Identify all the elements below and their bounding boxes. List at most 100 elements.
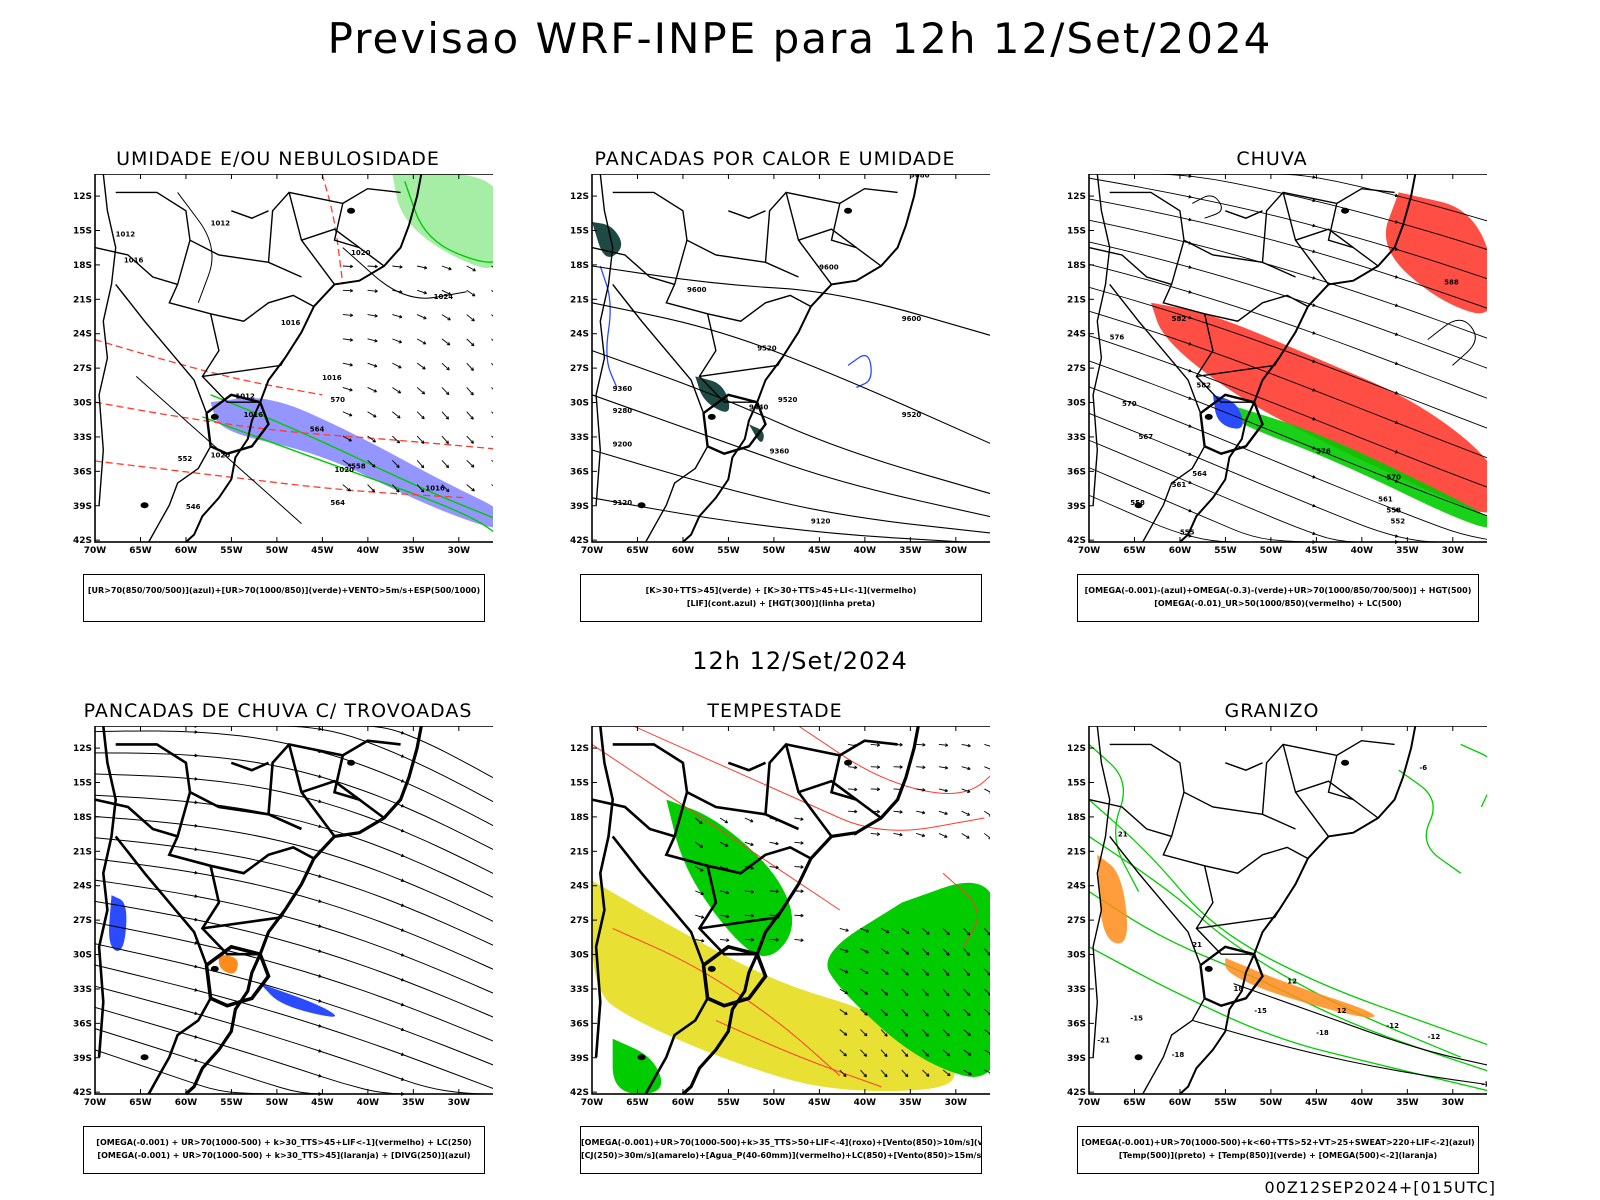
wind-vector [491,484,493,487]
lake-mark [637,1054,646,1061]
streamline [94,1049,493,1095]
state-border [230,761,270,772]
axes: 70W 65W 60W 55W 50W 45W 40W 35W 30W 12S 15S 18S 21S 2… [73,174,471,556]
coastline [682,174,920,543]
legend-line: [OMEGA(-0.01)_UR>50(1000/850)(vermelho) … [1154,599,1402,608]
streamline [1088,335,1487,488]
wind-vector-head [421,415,425,420]
lon-tick-label: 40W [854,1098,877,1108]
contour-line [715,1019,882,1088]
lat-tick-label: 21S [73,295,92,305]
contour-line [1192,195,1222,219]
wind-vector [392,362,402,369]
contour-label: 582 [1196,381,1211,389]
lat-tick-label: 27S [570,364,589,374]
wind-vector [901,968,909,976]
contour-line [94,401,493,450]
wind-vector [416,484,425,493]
wind-vector-head [921,833,926,838]
wind-vector [942,928,950,936]
lon-tick-label: 60W [672,546,695,556]
wind-vector [466,314,475,322]
contour-label: 1012 [211,220,231,228]
wind-vector [938,788,948,792]
streamline-arrow [194,1058,199,1063]
contour-line [135,376,302,524]
wind-vector [963,1029,971,1036]
legend-line: [UR>70(850/700/500)](azul)+[UR>70(1000/8… [87,586,481,595]
state-border [301,779,361,801]
lon-tick-label: 55W [1214,546,1237,556]
contour-labels: -21 -18 -15 -12 -15 -12 -18 -15 12 12 18 21 21 -6 [1097,764,1487,1088]
contour-label: -12 [1428,1033,1441,1041]
streamline-arrow [318,974,323,978]
wind-vector-head [349,338,353,342]
wind-vector [491,338,493,342]
wind-vector [342,265,353,267]
wind-vector [860,1049,867,1057]
wind-vector-head [876,809,880,814]
streamline-arrow [1394,332,1399,336]
wind-vector [416,338,427,345]
lat-tick-label: 15S [570,226,589,236]
wind-vector-head [904,1073,909,1078]
wind-vector-head [854,765,858,770]
wind-vector-head [420,464,425,469]
wind-vector [466,459,475,468]
wind-vector [961,766,971,770]
wind-vector-head [347,463,352,467]
wind-vector-head [843,1032,848,1036]
wind-vector [392,459,400,468]
wind-vector [769,866,779,869]
lon-tick-label: 60W [1169,1098,1192,1108]
axes: 70W 65W 60W 55W 50W 45W 40W 35W 30W 12S 15S 18S 21S 2… [1067,726,1464,1108]
wind-vector-head [967,1032,971,1036]
lon-tick-label: 70W [581,546,604,556]
map-geography [1088,174,1417,543]
streamline [1088,360,1487,517]
wind-vector-head [471,293,476,297]
wind-vector-head [700,868,704,872]
legend-box: [OMEGA(-0.001)+UR>70(1000-500)+k>35_TTS>… [580,1126,982,1174]
state-border [1225,210,1263,219]
wind-vector [942,1029,950,1037]
contour-label: 558 [1386,507,1401,515]
wind-vector [922,968,929,976]
wind-vector-head [423,315,427,320]
wind-vector-head [845,949,849,953]
lon-tick-label: 50W [763,1098,786,1108]
lat-tick-label: 12S [1067,744,1086,754]
legend-line: [Temp(500)](preto) + [Temp(850)](verde) … [1118,1151,1438,1160]
rain-red-area [1150,302,1487,513]
wind-vector [839,1029,848,1036]
wind-vector-head [750,913,755,918]
streamline [1088,198,1487,309]
lon-tick-label: 30W [448,546,471,556]
wind-vector [491,459,493,463]
contour-label: 552 [178,455,193,463]
contour-line [612,927,841,1076]
page-title: Previsao WRF-INPE para 12h 12/Set/2024 [327,14,1273,63]
wind-vector-head [944,765,949,770]
jet-yellow-area [592,880,955,1092]
wind-vector-head [843,1052,847,1057]
streamline-arrow [1188,368,1193,373]
streamline-arrow [1394,420,1399,425]
lon-tick-label: 55W [717,1098,740,1108]
wind-vector-head [775,889,779,894]
streamline-arrow [1312,331,1317,335]
state-border [168,240,315,322]
wind-vector [392,338,402,344]
wind-vector [719,841,729,847]
legend-line: [K>30+TTS>45](verde) + [K>30+TTS>45+LI<-… [645,586,917,595]
contour-label: 564 [1192,470,1207,478]
state-border [287,744,336,838]
wind-vector [839,927,849,932]
wind-vector-head [397,415,401,419]
wind-vector-head [470,440,474,444]
streamline-arrow [194,730,199,734]
legend-box: [OMEGA(-0.001)+UR>70(1000-500)+k<60+TTS>… [1077,1126,1479,1174]
state-border [798,228,857,249]
lat-tick-label: 12S [73,192,92,202]
state-border [798,779,858,801]
